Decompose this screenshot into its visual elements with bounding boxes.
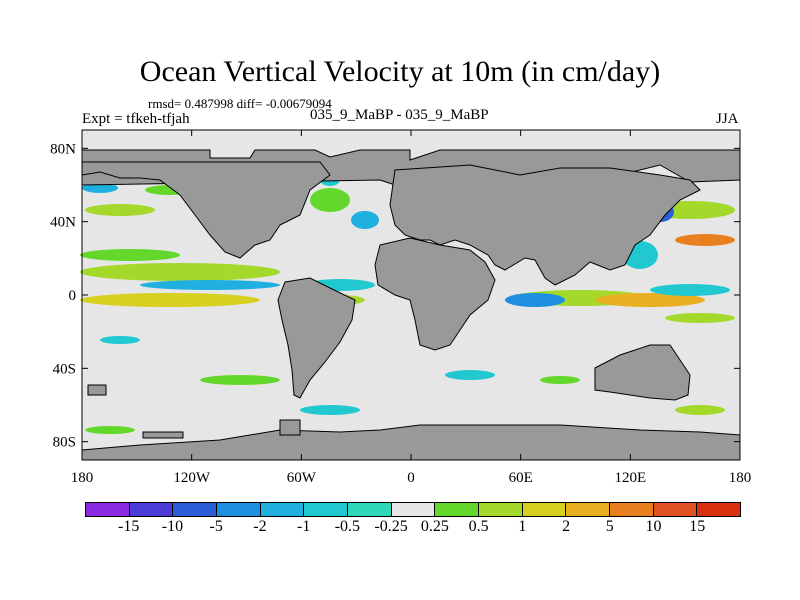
x-tick-label: 60W (287, 470, 317, 486)
field-patch (351, 211, 379, 229)
land-island (87, 384, 107, 396)
field-patch (310, 188, 350, 212)
field-patch (82, 183, 118, 193)
colorbar-box (260, 503, 305, 516)
land-mask (81, 149, 741, 461)
colorbar-label: 0.25 (420, 518, 449, 535)
field-patch (665, 313, 735, 323)
x-tick-label: 0 (407, 470, 415, 486)
colorbar-label: 0.5 (468, 518, 489, 535)
colorbar-box (173, 503, 218, 516)
field-patch (100, 336, 140, 344)
colorbar-box (610, 503, 654, 516)
field-patch (595, 293, 705, 307)
season-label: JJA (716, 111, 739, 127)
field-patch (140, 280, 280, 290)
colorbar-box (522, 503, 567, 516)
land-africa (374, 237, 496, 351)
colorbar-box (697, 503, 741, 516)
colorbar-box (391, 503, 436, 516)
expt-label: Expt = tfkeh-tfjah (82, 111, 190, 127)
stats-text: rmsd= 0.487998 diff= -0.00679094 (148, 96, 332, 111)
colorbar-label: -15 (118, 518, 140, 535)
colorbar-label: -5 (209, 518, 223, 535)
field-patch (650, 284, 730, 296)
axis-layer: 180 120W 60W 0 60E 120E 180 80N 40N 0 40S 80S (50, 130, 751, 486)
y-tick-label: 40S (53, 361, 76, 377)
field-patch (80, 263, 280, 281)
field-patch (85, 204, 155, 216)
field-patch (505, 293, 565, 307)
land-north-america (81, 161, 331, 259)
colorbar-label: 5 (605, 518, 614, 535)
x-tick-label: 180 (729, 470, 752, 486)
colorbar-box (653, 503, 698, 516)
map-title: Ocean Vertical Velocity at 10m (in cm/da… (139, 55, 661, 88)
colorbar-box (479, 503, 523, 516)
land-island (279, 419, 301, 436)
field-patch (85, 426, 135, 434)
colorbar-box (86, 503, 130, 516)
x-tick-label: 120E (614, 470, 646, 486)
colorbar-label: -2 (253, 518, 267, 535)
field-patch (675, 234, 735, 246)
period-label: 035_9_MaBP - 035_9_MaBP (310, 107, 489, 123)
x-tick-label: 180 (71, 470, 94, 486)
field-patch (80, 293, 260, 307)
colorbar-label: -10 (161, 518, 184, 535)
land-eurasia (389, 164, 701, 286)
colorbar-label: -0.5 (334, 518, 361, 535)
field-patch (200, 375, 280, 385)
land-island (142, 431, 184, 439)
field-patch (675, 405, 725, 415)
x-tick-label: 120W (173, 470, 211, 486)
y-tick-label: 40N (50, 215, 76, 231)
land-south-america (277, 277, 356, 399)
colorbar-label: 15 (689, 518, 706, 535)
field-patch (300, 405, 360, 415)
field-patch (445, 370, 495, 380)
colorbar-box (217, 503, 261, 516)
field-patch (80, 249, 180, 261)
colorbar-label: 2 (562, 518, 571, 535)
colorbar-label: 1 (518, 518, 527, 535)
y-tick-label: 0 (69, 288, 77, 304)
y-tick-label: 80S (53, 435, 76, 451)
colorbar-label: -0.25 (374, 518, 408, 535)
colorbar-box (129, 503, 174, 516)
colorbar-label: -1 (296, 518, 311, 535)
colorbar-box (435, 503, 480, 516)
colorbar (85, 502, 741, 517)
colorbar-label: 10 (645, 518, 662, 535)
field-patch (540, 376, 580, 384)
colorbar-box (304, 503, 349, 516)
y-tick-label: 80N (50, 141, 76, 157)
land-australia (594, 344, 691, 401)
colorbar-box (348, 503, 392, 516)
colorbar-box (566, 503, 611, 516)
x-tick-label: 60E (509, 470, 533, 486)
